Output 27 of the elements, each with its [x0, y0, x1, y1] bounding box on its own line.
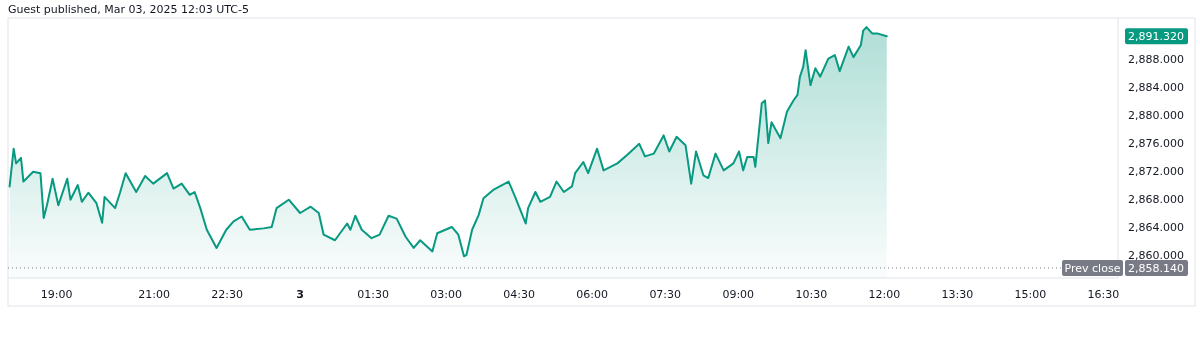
x-tick-label: 07:30 [649, 288, 682, 301]
x-tick-label: 06:00 [576, 288, 609, 301]
x-tick-label: 01:30 [357, 288, 389, 301]
x-tick-label: 19:00 [40, 288, 73, 301]
x-tick-label: 03:00 [430, 288, 463, 301]
x-tick-label: 15:00 [1014, 288, 1047, 301]
x-tick-label: 21:00 [138, 288, 170, 301]
x-tick-label: 22:30 [211, 288, 243, 301]
y-tick-label: 2,868.000 [1128, 192, 1184, 206]
x-tick-label: 10:30 [795, 288, 828, 301]
x-tick-label: 3 [296, 288, 304, 301]
chart-title: Guest published, Mar 03, 2025 12:03 UTC-5 [8, 3, 250, 16]
y-tick-label: 2,872.000 [1128, 164, 1184, 178]
x-tick-label: 13:30 [941, 288, 974, 301]
text: 2,858.140 [1128, 261, 1184, 275]
y-tick-label: 2,864.000 [1128, 220, 1184, 234]
y-tick-label: 2,880.000 [1128, 109, 1184, 122]
x-tick-label: 16:30 [1087, 288, 1120, 301]
y-tick-label: 2,884.000 [1128, 81, 1184, 95]
x-tick-label: 12:00 [868, 288, 901, 301]
text: 2,891.320 [1128, 30, 1184, 44]
y-tick-label: 2,888.000 [1128, 53, 1184, 67]
ref-line-label: Prev close [1064, 261, 1121, 275]
y-tick-label: 2,860.000 [1128, 248, 1184, 262]
x-tick-label: 04:30 [503, 288, 536, 301]
x-tick-label: 09:00 [722, 288, 755, 301]
y-tick-label: 2,876.000 [1128, 136, 1184, 150]
